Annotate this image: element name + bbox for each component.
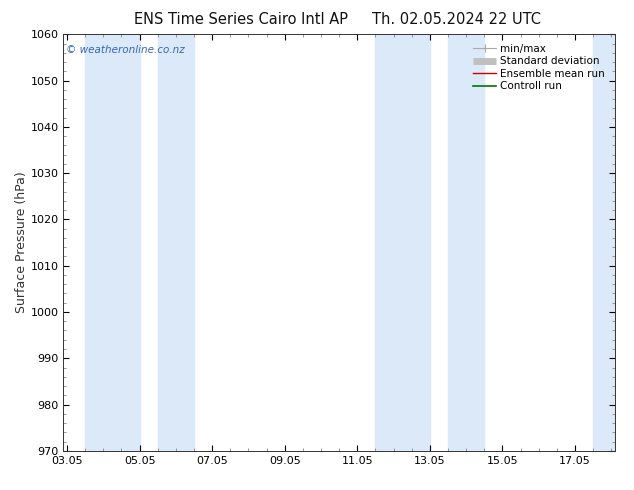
Legend: min/max, Standard deviation, Ensemble mean run, Controll run: min/max, Standard deviation, Ensemble me… xyxy=(471,42,607,94)
Bar xyxy=(158,34,194,451)
Bar xyxy=(448,34,484,451)
Text: Th. 02.05.2024 22 UTC: Th. 02.05.2024 22 UTC xyxy=(372,12,541,27)
Y-axis label: Surface Pressure (hPa): Surface Pressure (hPa) xyxy=(15,172,28,314)
Bar xyxy=(375,34,430,451)
Bar xyxy=(85,34,139,451)
Text: © weatheronline.co.nz: © weatheronline.co.nz xyxy=(66,45,185,55)
Text: ENS Time Series Cairo Intl AP: ENS Time Series Cairo Intl AP xyxy=(134,12,348,27)
Bar xyxy=(593,34,615,451)
